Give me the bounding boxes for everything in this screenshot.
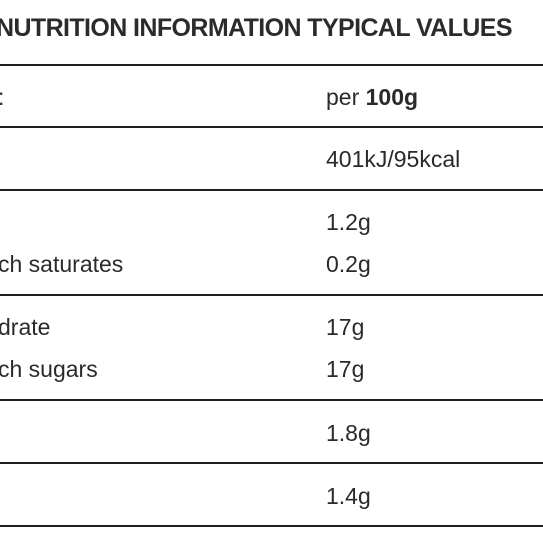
row-value-saturates: 0.2g: [326, 251, 371, 277]
table-title: NUTRITION INFORMATION TYPICAL VALUES: [0, 14, 512, 42]
header-value-prefix: per: [326, 84, 360, 110]
row-value-protein: 1.4g: [326, 483, 371, 509]
table-divider: [0, 126, 543, 128]
row-value-sugars: 17g: [326, 356, 365, 382]
header-value: per 100g: [326, 83, 418, 111]
row-label-sugars: ch sugars: [0, 356, 98, 382]
row-value-carbohydrate: 17g: [326, 314, 365, 340]
header-label: :: [0, 83, 4, 111]
table-divider: [0, 64, 543, 66]
header-value-bold: 100g: [365, 84, 419, 110]
row-value-energy: 401kJ/95kcal: [326, 146, 461, 172]
row-value-fat: 1.2g: [326, 209, 371, 235]
row-value-fibre: 1.8g: [326, 420, 371, 446]
table-divider: [0, 294, 543, 296]
row-label-saturates: ch saturates: [0, 251, 124, 277]
table-divider: [0, 525, 543, 527]
row-label-carbohydrate: drate: [0, 314, 51, 340]
table-divider: [0, 462, 543, 464]
table-divider: [0, 399, 543, 401]
table-divider: [0, 189, 543, 191]
